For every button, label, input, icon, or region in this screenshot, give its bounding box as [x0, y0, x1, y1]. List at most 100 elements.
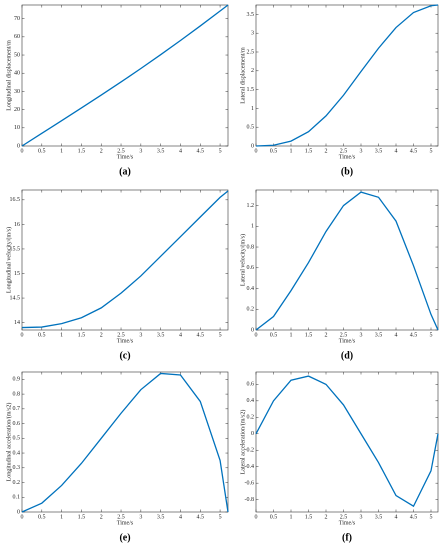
x-tick-label: 4.5	[410, 332, 418, 338]
x-tick-label: 3.5	[375, 148, 383, 154]
y-tick-label: 0	[251, 327, 254, 333]
x-tick-label: 4.5	[197, 148, 205, 154]
y-tick-label: 0.4	[247, 286, 255, 292]
axes-box	[21, 4, 229, 147]
y-tick-label: 0	[17, 509, 20, 515]
x-tick-label: 1	[290, 148, 293, 154]
x-tick-label: 3	[139, 148, 142, 154]
y-axis-label: Lateral displacement/m	[240, 47, 246, 104]
y-axis-label: Longitudinal acceleration/(m/s2)	[5, 403, 12, 482]
x-tick-label: 3	[360, 514, 363, 520]
x-tick-label: 1	[60, 148, 63, 154]
x-tick-label: 4	[179, 148, 182, 154]
y-tick-label: -0.2	[245, 448, 255, 454]
x-tick-label: 0.5	[38, 332, 46, 338]
x-tick-label: 2.5	[340, 148, 348, 154]
x-tick-label: 2	[325, 332, 328, 338]
y-tick-label: 0.9	[13, 377, 21, 383]
y-axis-label: Lateral acceleration/(m/s2)	[239, 410, 246, 475]
x-axis-label: Time/s	[339, 338, 356, 344]
panel-caption: (f)	[342, 532, 352, 543]
panel-caption: (a)	[119, 166, 131, 177]
x-tick-label: 0	[255, 148, 258, 154]
x-tick-label: 4	[179, 514, 182, 520]
x-tick-label: 5	[219, 148, 222, 154]
x-tick-label: 4	[395, 332, 398, 338]
x-tick-label: 4.5	[197, 514, 205, 520]
x-axis-label: Time/s	[117, 154, 134, 160]
y-tick-label: 3.5	[247, 12, 255, 18]
data-line	[21, 190, 229, 329]
data-line	[255, 375, 439, 508]
x-tick-label: 5	[430, 514, 433, 520]
x-tick-label: 1.5	[305, 514, 313, 520]
y-tick-label: 16.5	[10, 197, 21, 203]
panel-caption: (b)	[341, 166, 353, 177]
x-tick-label: 5	[219, 514, 222, 520]
y-tick-label: 1.2	[247, 203, 255, 209]
data-line	[21, 4, 229, 147]
x-tick-label: 0	[255, 332, 258, 338]
x-tick-label: 3.5	[375, 332, 383, 338]
x-tick-label: 1	[290, 332, 293, 338]
y-tick-label: 0.2	[13, 480, 21, 486]
y-tick-label: 1.5	[247, 87, 255, 93]
data-line	[21, 372, 229, 513]
y-tick-label: 0	[251, 431, 254, 437]
y-tick-label: 0.5	[247, 125, 255, 131]
axes-box	[255, 189, 439, 331]
x-tick-label: 5	[219, 332, 222, 338]
y-tick-label: 0.6	[247, 382, 255, 388]
x-tick-label: 3	[139, 514, 142, 520]
y-tick-label: 16	[14, 222, 20, 228]
x-tick-label: 3.5	[157, 332, 165, 338]
y-tick-label: 0	[17, 143, 20, 149]
y-tick-label: 0.8	[247, 244, 255, 250]
y-tick-label: 60	[14, 34, 20, 40]
y-tick-label: 0.8	[13, 391, 21, 397]
y-tick-label: 2	[251, 68, 254, 74]
y-tick-label: 15.5	[10, 246, 21, 252]
x-tick-label: 2.5	[117, 332, 125, 338]
y-tick-label: 3	[251, 31, 254, 37]
x-tick-label: 4.5	[197, 332, 205, 338]
axes-box	[21, 189, 229, 331]
x-tick-label: 0.5	[270, 332, 278, 338]
y-tick-label: -0.8	[245, 497, 255, 503]
panel-caption: (e)	[119, 532, 130, 543]
x-tick-label: 2	[325, 148, 328, 154]
x-tick-label: 1	[290, 514, 293, 520]
y-tick-label: 0.5	[13, 436, 21, 442]
y-axis-label: Longitudinal displacement/m	[6, 40, 12, 111]
x-tick-label: 1.5	[305, 148, 313, 154]
y-tick-label: 0.7	[13, 406, 21, 412]
x-tick-label: 2.5	[340, 514, 348, 520]
data-line	[255, 4, 439, 147]
x-tick-label: 1.5	[78, 514, 86, 520]
x-tick-label: 2.5	[117, 514, 125, 520]
x-tick-label: 0.5	[270, 148, 278, 154]
y-tick-label: 70	[14, 16, 20, 22]
y-tick-label: 2.5	[247, 49, 255, 55]
x-axis-label: Time/s	[339, 154, 356, 160]
x-tick-label: 2	[100, 148, 103, 154]
y-axis-label: Longitudinal velocity/(m/s)	[5, 227, 12, 293]
x-tick-label: 0	[21, 514, 24, 520]
x-tick-label: 4	[179, 332, 182, 338]
y-tick-label: 0.4	[247, 398, 255, 404]
x-tick-label: 3	[360, 148, 363, 154]
x-tick-label: 0.5	[38, 148, 46, 154]
x-tick-label: 2.5	[340, 332, 348, 338]
y-tick-label: 1	[251, 106, 254, 112]
y-tick-label: 10	[14, 125, 20, 131]
x-tick-label: 0	[255, 514, 258, 520]
y-tick-label: 50	[14, 52, 20, 58]
x-tick-label: 0	[21, 148, 24, 154]
y-tick-label: 1	[251, 224, 254, 230]
x-axis-label: Time/s	[117, 338, 134, 344]
y-tick-label: 0.4	[13, 450, 21, 456]
axes-box	[21, 371, 229, 513]
y-tick-label: 40	[14, 71, 20, 77]
y-tick-label: 0.1	[13, 495, 21, 501]
axes-box	[255, 4, 439, 147]
